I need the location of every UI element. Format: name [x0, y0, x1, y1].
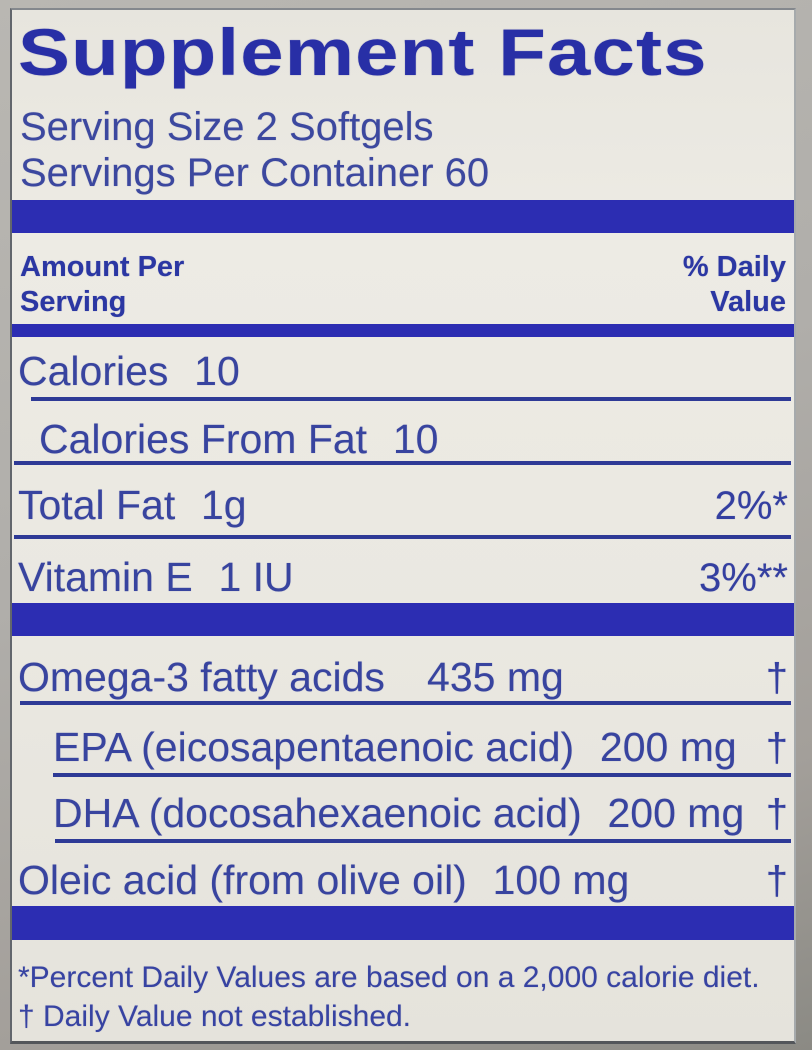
nutrient-label: Vitamin E	[18, 554, 193, 600]
separator-bar-header	[12, 324, 794, 337]
row-calories: Calories 10	[18, 348, 788, 395]
divider-rule	[20, 701, 791, 705]
dagger-symbol: †	[765, 726, 788, 770]
row-epa: EPA (eicosapentaenoic acid) 200 mg †	[53, 724, 788, 772]
nutrient-amount: 1g	[200, 482, 247, 528]
nutrient-label: Omega-3 fatty acids	[18, 654, 385, 700]
nutrient-cell: Total Fat 1g	[18, 482, 247, 529]
nutrient-amount: 10	[392, 416, 439, 462]
row-calories-from-fat: Calories From Fat 10	[39, 416, 788, 463]
nutrient-label: EPA (eicosapentaenoic acid)	[53, 724, 575, 770]
nutrient-label: DHA (docosahexaenoic acid)	[53, 790, 582, 836]
daily-value-cell: 3%**	[699, 556, 788, 600]
nutrient-amount: 200 mg	[607, 790, 745, 836]
nutrient-cell: Calories 10	[18, 348, 240, 395]
servings-per-container: Servings Per Container 60	[20, 151, 490, 195]
nutrient-cell: Calories From Fat 10	[39, 416, 438, 463]
nutrient-cell: Oleic acid (from olive oil) 100 mg	[18, 857, 629, 904]
row-total-fat: Total Fat 1g 2%*	[18, 482, 788, 530]
divider-rule	[55, 839, 791, 843]
panel-title: Supplement Facts	[18, 15, 708, 89]
column-header-amount-per-serving: Amount Per Serving	[20, 251, 185, 318]
nutrient-amount: 200 mg	[599, 724, 737, 770]
divider-rule	[14, 461, 791, 465]
daily-value-cell: 2%*	[714, 484, 788, 528]
dagger-symbol: †	[765, 792, 788, 836]
nutrient-cell: EPA (eicosapentaenoic acid) 200 mg	[53, 724, 737, 771]
nutrient-amount: 10	[194, 348, 240, 394]
serving-size: Serving Size 2 Softgels	[20, 105, 434, 149]
nutrient-cell: DHA (docosahexaenoic acid) 200 mg	[53, 790, 744, 837]
column-header-row: Amount Per Serving % Daily Value	[20, 250, 786, 320]
dagger-symbol: †	[765, 859, 788, 903]
row-dha: DHA (docosahexaenoic acid) 200 mg †	[53, 790, 788, 838]
supplement-facts-panel: Supplement Facts Serving Size 2 Softgels…	[10, 8, 796, 1044]
divider-rule	[53, 773, 791, 777]
nutrient-amount: 435 mg	[427, 654, 564, 700]
separator-bar-bottom	[12, 906, 794, 940]
row-vitamin-e: Vitamin E 1 IU 3%**	[18, 554, 788, 602]
nutrient-label: Oleic acid (from olive oil)	[18, 857, 467, 903]
divider-rule	[14, 535, 791, 539]
dagger-symbol: †	[765, 656, 788, 700]
column-header-daily-value: % Daily Value	[682, 251, 786, 318]
nutrient-label: Calories	[18, 348, 169, 394]
separator-bar-top	[12, 200, 794, 233]
nutrient-label: Total Fat	[18, 482, 176, 528]
row-omega-3: Omega-3 fatty acids 435 mg †	[18, 654, 788, 702]
separator-bar-middle	[12, 603, 794, 636]
divider-rule	[31, 397, 791, 401]
nutrient-label: Calories From Fat	[39, 416, 368, 462]
footnote-daily-values: *Percent Daily Values are based on a 2,0…	[18, 961, 760, 994]
nutrient-cell: Omega-3 fatty acids 435 mg	[18, 654, 564, 701]
nutrient-amount: 100 mg	[492, 857, 630, 903]
nutrient-amount: 1 IU	[218, 554, 294, 600]
row-oleic-acid: Oleic acid (from olive oil) 100 mg †	[18, 857, 788, 905]
nutrient-cell: Vitamin E 1 IU	[18, 554, 294, 601]
footnote-dagger: † Daily Value not established.	[18, 1000, 412, 1033]
